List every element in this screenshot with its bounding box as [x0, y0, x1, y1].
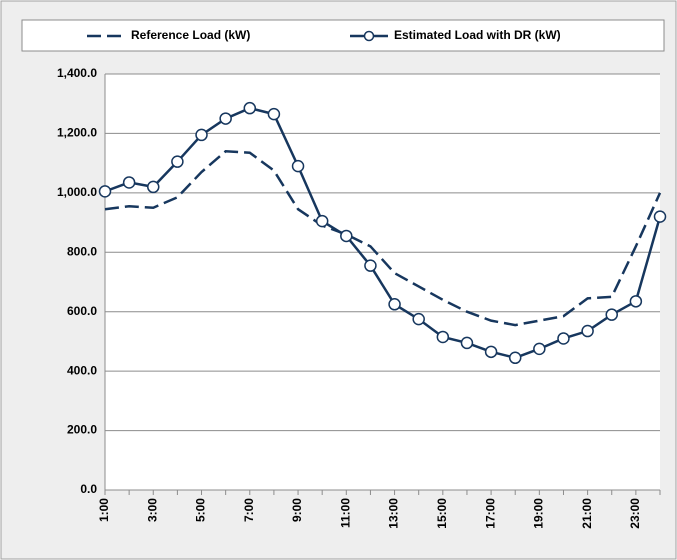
point	[243, 101, 257, 115]
y-tick-label: 600.0	[67, 304, 97, 318]
y-tick-label: 400.0	[67, 363, 97, 377]
x-tick-label: 1:00	[97, 498, 111, 522]
point	[605, 308, 618, 321]
x-tick-label: 11:00	[338, 498, 352, 528]
point	[581, 324, 594, 338]
x-tick-label: 23:00	[628, 498, 642, 529]
point	[98, 185, 112, 198]
x-tick-label: 9:00	[290, 498, 304, 522]
x-tick-label: 17:00	[483, 498, 497, 529]
point	[508, 351, 522, 365]
point	[291, 159, 305, 173]
point	[533, 342, 546, 356]
point	[653, 210, 667, 223]
point	[315, 214, 329, 228]
x-tick-label: 19:00	[532, 498, 546, 529]
x-tick-label: 21:00	[580, 498, 594, 529]
point	[388, 298, 401, 311]
x-tick-label: 5:00	[194, 498, 208, 522]
point	[147, 180, 160, 194]
y-tick-label: 800.0	[67, 244, 97, 258]
point	[219, 112, 232, 125]
x-tick-label: 7:00	[242, 498, 256, 522]
point	[629, 295, 643, 308]
y-tick-label: 200.0	[67, 423, 97, 437]
legend-label: Reference Load (kW)	[131, 28, 250, 42]
point	[460, 336, 474, 350]
legend-label: Estimated Load with DR (kW)	[394, 28, 561, 42]
point	[195, 128, 208, 142]
legend-marker	[363, 30, 375, 42]
series-line	[104, 149, 662, 327]
x-tick-label: 3:00	[145, 498, 159, 522]
point	[364, 259, 377, 272]
legend-box	[21, 19, 665, 52]
point	[122, 176, 136, 189]
y-tick-label: 1,200.0	[57, 126, 97, 140]
point	[436, 330, 450, 344]
point	[412, 312, 425, 326]
point	[484, 345, 498, 359]
x-tick-label: 15:00	[435, 498, 449, 529]
y-tick-label: 1,400.0	[57, 66, 97, 80]
point	[171, 155, 184, 168]
y-tick-label: 1,000.0	[57, 185, 97, 199]
point	[267, 107, 281, 121]
point	[340, 229, 353, 243]
y-tick-label: 0.0	[80, 482, 97, 496]
x-tick-label: 13:00	[387, 498, 401, 529]
point	[557, 332, 570, 345]
plot-area	[105, 74, 660, 490]
